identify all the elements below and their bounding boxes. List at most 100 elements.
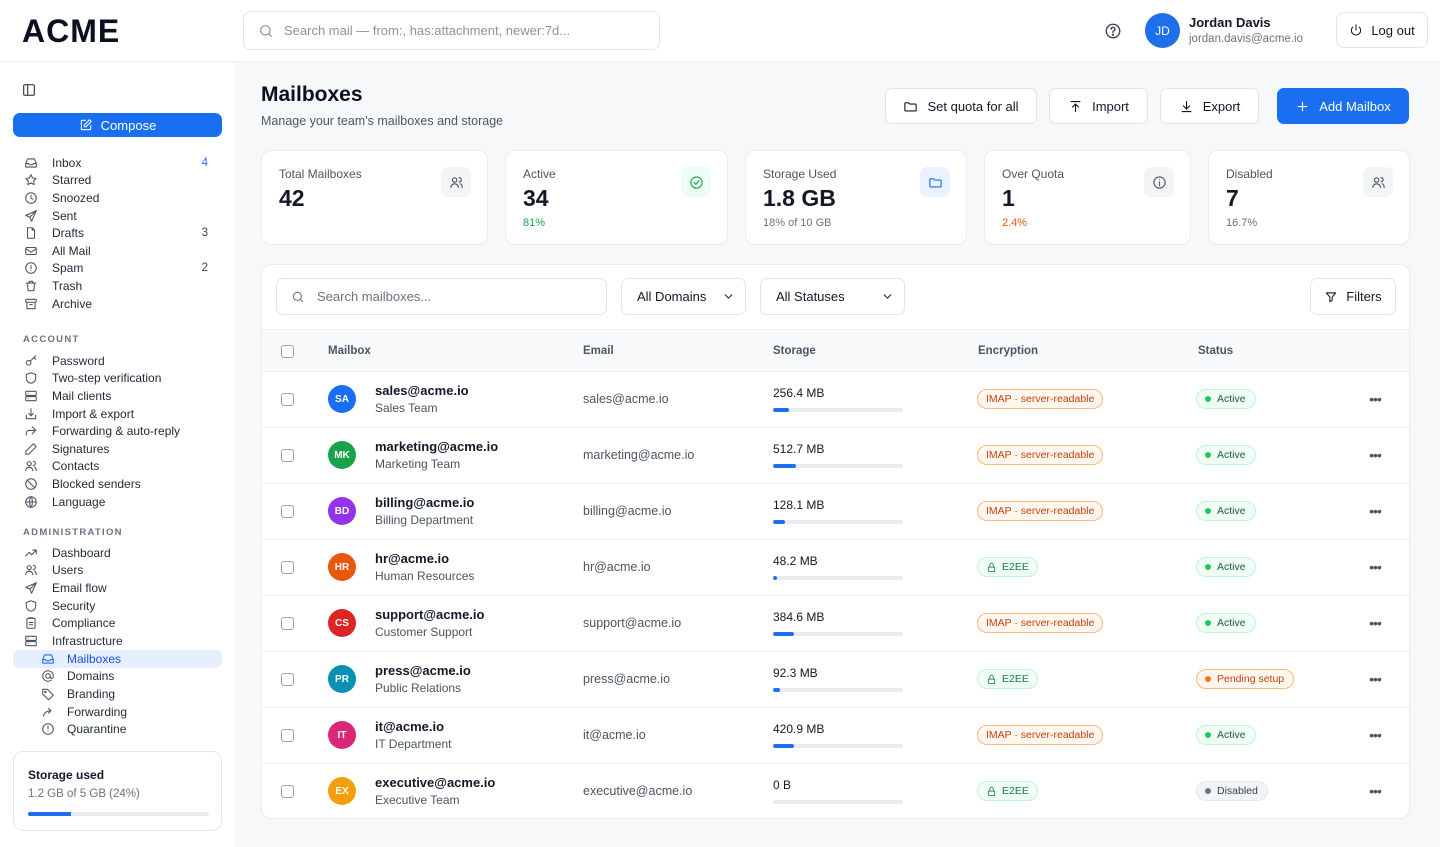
table-row[interactable]: IT it@acme.io IT Department it@acme.io 420.9… bbox=[262, 708, 1409, 764]
sidebar-item-inbox[interactable]: Inbox 4 bbox=[0, 154, 236, 172]
row-checkbox[interactable] bbox=[281, 617, 294, 630]
more-actions-icon[interactable]: ••• bbox=[1369, 615, 1382, 631]
sidebar-item-starred[interactable]: Starred bbox=[0, 172, 236, 190]
export-button[interactable]: Export bbox=[1160, 88, 1259, 124]
add-mailbox-button[interactable]: Add Mailbox bbox=[1277, 88, 1409, 124]
row-checkbox[interactable] bbox=[281, 673, 294, 686]
sidebar-item-forwarding[interactable]: Forwarding bbox=[0, 703, 236, 721]
status-badge: Active bbox=[1196, 445, 1256, 465]
mailbox-name[interactable]: marketing@acme.io bbox=[375, 439, 499, 454]
status-label: Active bbox=[1217, 393, 1246, 405]
import-button[interactable]: Import bbox=[1049, 88, 1148, 124]
set-quota-button[interactable]: Set quota for all bbox=[885, 88, 1037, 124]
row-checkbox[interactable] bbox=[281, 505, 294, 518]
logout-button[interactable]: Log out bbox=[1336, 12, 1428, 48]
row-checkbox[interactable] bbox=[281, 449, 294, 462]
sidebar-item-two-step-verification[interactable]: Two-step verification bbox=[0, 370, 236, 388]
more-actions-icon[interactable]: ••• bbox=[1369, 447, 1382, 463]
more-actions-icon[interactable]: ••• bbox=[1369, 391, 1382, 407]
domain-select[interactable]: All Domains bbox=[621, 278, 746, 315]
alert-icon bbox=[25, 262, 37, 275]
sidebar-item-compliance[interactable]: Compliance bbox=[0, 614, 236, 632]
sidebar-item-forwarding-and-auto-reply[interactable]: Forwarding & auto-reply bbox=[0, 422, 236, 440]
table-row[interactable]: MK marketing@acme.io Marketing Team marketi… bbox=[262, 428, 1409, 484]
column-mailbox[interactable]: Mailbox bbox=[328, 345, 371, 357]
more-actions-icon[interactable]: ••• bbox=[1369, 783, 1382, 799]
sidebar-toggle-icon[interactable] bbox=[21, 82, 37, 98]
sidebar-item-email-flow[interactable]: Email flow bbox=[0, 579, 236, 597]
mailbox-name[interactable]: support@acme.io bbox=[375, 607, 485, 622]
mailbox-name[interactable]: executive@acme.io bbox=[375, 775, 496, 790]
import-label: Import bbox=[1092, 98, 1129, 114]
column-status[interactable]: Status bbox=[1198, 345, 1234, 357]
mailbox-email: support@acme.io bbox=[583, 616, 682, 630]
mailbox-search-input[interactable]: Search mailboxes... bbox=[276, 278, 607, 315]
mail-search-input[interactable]: Search mail — from:, has:attachment, new… bbox=[243, 11, 660, 50]
lock-icon bbox=[987, 674, 996, 684]
sidebar-item-archive[interactable]: Archive bbox=[0, 295, 236, 313]
compose-button[interactable]: Compose bbox=[13, 113, 222, 137]
sidebar-item-security[interactable]: Security bbox=[0, 597, 236, 615]
sidebar-item-dashboard[interactable]: Dashboard bbox=[0, 544, 236, 562]
encryption-label: IMAP · server-readable bbox=[986, 505, 1095, 517]
table-row[interactable]: HR hr@acme.io Human Resources hr@acme.io 48.… bbox=[262, 540, 1409, 596]
table-row[interactable]: PR press@acme.io Public Relations press@acm… bbox=[262, 652, 1409, 708]
mailbox-name[interactable]: it@acme.io bbox=[375, 719, 445, 734]
sidebar-item-label: Import & export bbox=[52, 406, 135, 421]
table-row[interactable]: BD billing@acme.io Billing Department billi… bbox=[262, 484, 1409, 540]
sidebar-item-all-mail[interactable]: All Mail bbox=[0, 242, 236, 260]
status-select[interactable]: All Statuses bbox=[760, 278, 905, 315]
sidebar-item-signatures[interactable]: Signatures bbox=[0, 440, 236, 458]
sidebar-item-trash[interactable]: Trash bbox=[0, 277, 236, 295]
storage-bar bbox=[773, 408, 903, 412]
filters-button[interactable]: Filters bbox=[1310, 278, 1396, 315]
sidebar-item-password[interactable]: Password bbox=[0, 352, 236, 370]
sidebar-item-domains[interactable]: Domains bbox=[0, 668, 236, 686]
table-row[interactable]: EX executive@acme.io Executive Team executi… bbox=[262, 764, 1409, 820]
sidebar-item-label: Users bbox=[52, 563, 84, 578]
row-checkbox[interactable] bbox=[281, 561, 294, 574]
sidebar-item-contacts[interactable]: Contacts bbox=[0, 458, 236, 476]
select-all-checkbox[interactable] bbox=[281, 345, 294, 358]
sidebar-item-sent[interactable]: Sent bbox=[0, 207, 236, 225]
sidebar-item-label: Forwarding & auto-reply bbox=[52, 424, 181, 439]
mailbox-name[interactable]: sales@acme.io bbox=[375, 383, 469, 398]
sidebar-item-import-and-export[interactable]: Import & export bbox=[0, 405, 236, 423]
table-row[interactable]: CS support@acme.io Customer Support support… bbox=[262, 596, 1409, 652]
sidebar-item-users[interactable]: Users bbox=[0, 562, 236, 580]
sidebar-item-mail-clients[interactable]: Mail clients bbox=[0, 387, 236, 405]
row-checkbox[interactable] bbox=[281, 729, 294, 742]
column-storage[interactable]: Storage bbox=[773, 345, 816, 357]
more-actions-icon[interactable]: ••• bbox=[1369, 671, 1382, 687]
stat-icon-wrap bbox=[681, 167, 711, 197]
acme-logo[interactable]: ACME bbox=[22, 13, 121, 49]
storage-bar bbox=[773, 800, 903, 804]
sidebar-item-language[interactable]: Language bbox=[0, 493, 236, 511]
sidebar-item-spam[interactable]: Spam 2 bbox=[0, 260, 236, 278]
status-label: Pending setup bbox=[1217, 673, 1285, 685]
row-checkbox[interactable] bbox=[281, 785, 294, 798]
mailbox-name[interactable]: billing@acme.io bbox=[375, 495, 475, 510]
more-actions-icon[interactable]: ••• bbox=[1369, 503, 1382, 519]
sidebar-item-blocked-senders[interactable]: Blocked senders bbox=[0, 475, 236, 493]
more-actions-icon[interactable]: ••• bbox=[1369, 559, 1382, 575]
inbox-icon bbox=[42, 654, 54, 664]
more-actions-icon[interactable]: ••• bbox=[1369, 727, 1382, 743]
table-row[interactable]: SA sales@acme.io Sales Team sales@acme.io 25… bbox=[262, 372, 1409, 428]
mailbox-name[interactable]: hr@acme.io bbox=[375, 551, 450, 566]
help-icon[interactable] bbox=[1104, 22, 1122, 40]
row-checkbox[interactable] bbox=[281, 393, 294, 406]
column-email[interactable]: Email bbox=[583, 345, 614, 357]
sidebar-item-quarantine[interactable]: Quarantine bbox=[0, 720, 236, 738]
sidebar-item-branding[interactable]: Branding bbox=[0, 685, 236, 703]
filters-label: Filters bbox=[1346, 289, 1382, 304]
mailbox-name[interactable]: press@acme.io bbox=[375, 663, 471, 678]
column-encryption[interactable]: Encryption bbox=[978, 345, 1039, 357]
sidebar-item-snoozed[interactable]: Snoozed bbox=[0, 189, 236, 207]
sidebar-item-mailboxes[interactable]: Mailboxes bbox=[13, 650, 222, 668]
sidebar-item-infrastructure[interactable]: Infrastructure bbox=[0, 632, 236, 650]
sidebar-item-drafts[interactable]: Drafts 3 bbox=[0, 224, 236, 242]
encryption-badge: IMAP · server-readable bbox=[977, 613, 1104, 633]
storage-bar-fill bbox=[773, 576, 777, 580]
user-avatar[interactable]: JD bbox=[1145, 13, 1180, 48]
